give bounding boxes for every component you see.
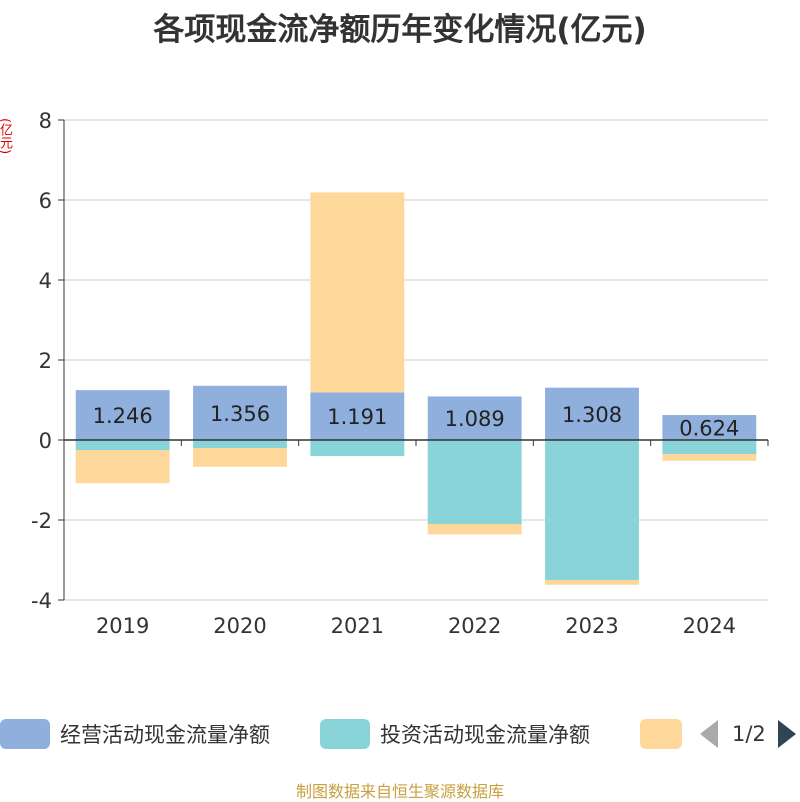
bar-2023-series-1	[545, 440, 639, 580]
bar-2020-series-2	[193, 448, 287, 467]
bar-2020-series-0	[193, 385, 287, 440]
bar-value-label: 1.356	[210, 402, 270, 426]
bar-2023-series-0	[545, 387, 639, 440]
legend-label-investing: 投资活动现金流量净额	[380, 723, 590, 747]
legend-swatch-investing	[320, 719, 370, 749]
y-tick-label: 6	[39, 189, 52, 213]
legend-pager: 1/2	[700, 716, 796, 752]
bar-2022-series-0	[427, 396, 522, 440]
legend-page-label: 1/2	[732, 722, 766, 746]
x-tick-label: 2022	[448, 614, 501, 638]
source-note: 制图数据来自恒生聚源数据库	[295, 782, 504, 801]
bar-2022-series-1	[427, 440, 522, 524]
x-tick-label: 2024	[683, 614, 736, 638]
legend-item-investing[interactable]: 投资活动现金流量净额	[320, 716, 590, 752]
y-tick-label: 0	[39, 429, 52, 453]
x-tick-label: 2021	[331, 614, 384, 638]
bar-value-label: 1.191	[327, 405, 387, 429]
legend-next-icon[interactable]	[777, 720, 796, 748]
legend-label-operating: 经营活动现金流量净额	[60, 723, 270, 747]
bar-value-label: 1.089	[445, 407, 505, 431]
bar-value-label: 0.624	[679, 417, 739, 441]
y-tick-label: 4	[39, 269, 52, 293]
bar-2021-series-2	[310, 192, 405, 393]
legend-prev-icon[interactable]	[700, 720, 718, 748]
bar-2020-series-1	[193, 440, 287, 448]
bar-2024-series-0	[662, 415, 757, 440]
x-tick-label: 2019	[96, 614, 149, 638]
y-tick-label: 8	[39, 109, 52, 133]
legend-item-third[interactable]	[640, 716, 692, 752]
bar-2021-series-0	[310, 392, 405, 440]
x-tick-label: 2023	[565, 614, 618, 638]
y-tick-label: -2	[31, 509, 52, 533]
bar-2019-series-0	[75, 390, 170, 440]
bar-2023-series-2	[545, 580, 639, 585]
bar-value-label: 1.246	[93, 404, 153, 428]
chart-title: 各项现金流净额历年变化情况(亿元)	[153, 12, 647, 48]
bar-2024-series-2	[662, 454, 757, 461]
y-tick-label: -4	[31, 589, 52, 613]
bar-value-label: 1.308	[562, 403, 622, 427]
bar-2022-series-2	[427, 524, 522, 535]
y-tick-label: 2	[39, 349, 52, 373]
legend-item-operating[interactable]: 经营活动现金流量净额	[0, 716, 270, 752]
bar-2021-series-1	[310, 440, 405, 456]
bar-2019-series-2	[75, 450, 170, 484]
bar-2019-series-1	[75, 440, 170, 450]
bar-2024-series-1	[662, 440, 757, 454]
x-tick-label: 2020	[213, 614, 266, 638]
legend-swatch-third	[640, 719, 682, 749]
y-axis-unit: (亿元)	[0, 118, 12, 155]
legend-swatch-operating	[0, 719, 50, 749]
